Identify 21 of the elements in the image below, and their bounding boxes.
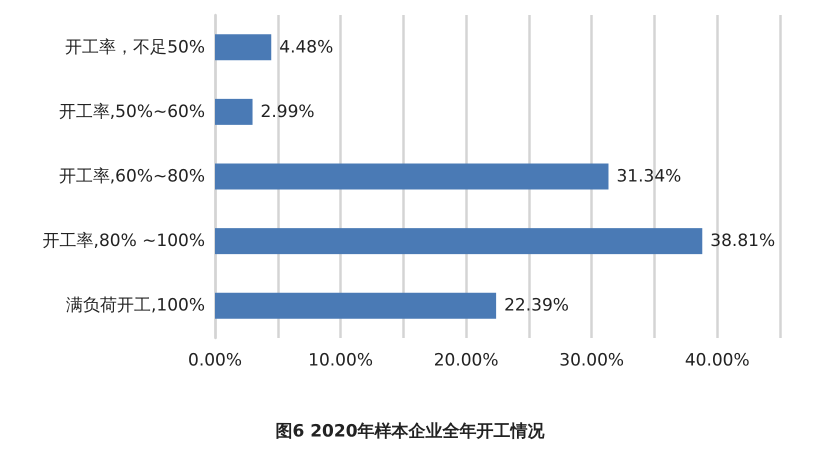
- bar: [215, 164, 608, 190]
- x-tick-label: 20.00%: [434, 350, 499, 370]
- data-label: 2.99%: [260, 102, 315, 122]
- data-label: 38.81%: [710, 231, 776, 252]
- x-tick-label: 10.00%: [308, 350, 373, 370]
- x-tick-label: 0.00%: [188, 350, 242, 370]
- y-tick-label: 开工率,50%~60%: [58, 102, 205, 122]
- y-tick-label: 开工率,60%~80%: [58, 166, 205, 186]
- bar: [215, 228, 702, 254]
- y-tick-label: 开工率,80% ~100%: [42, 231, 205, 252]
- bar: [215, 292, 496, 319]
- text: 图6 2020年样本企业全年开工情况: [275, 422, 546, 442]
- y-tick-label: 开工率，不足50%: [65, 37, 205, 58]
- bar: [215, 98, 253, 125]
- x-tick-label: 40.00%: [684, 350, 750, 370]
- x-tick-label: 30.00%: [559, 350, 624, 370]
- data-label: 31.34%: [616, 166, 682, 186]
- data-label: 22.39%: [504, 296, 569, 316]
- data-label: 4.48%: [279, 37, 334, 58]
- y-tick-label: 满负荷开工,100%: [66, 296, 205, 316]
- bar: [215, 34, 272, 60]
